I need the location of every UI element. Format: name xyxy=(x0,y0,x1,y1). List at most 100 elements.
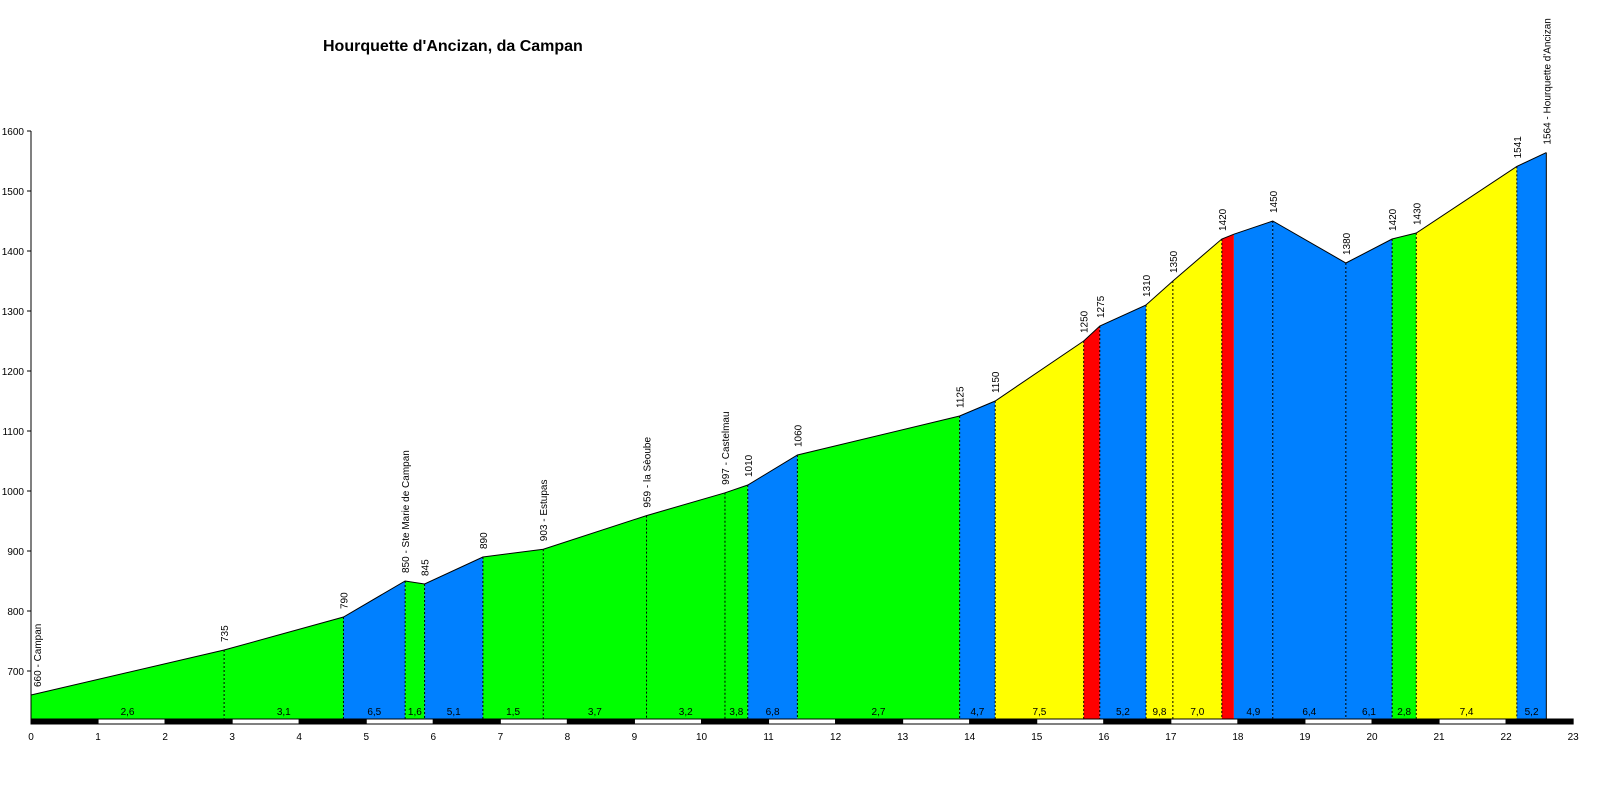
scale-bar-block xyxy=(298,718,367,725)
elevation-label: 1310 xyxy=(1142,274,1153,297)
distance-scale-bar xyxy=(30,718,1574,725)
y-tick-label: 1100 xyxy=(2,427,24,438)
gradient-label: 3,8 xyxy=(729,707,743,718)
gradient-label: 6,4 xyxy=(1302,707,1316,718)
y-tick-label: 1500 xyxy=(2,187,25,198)
profile-segment xyxy=(1099,305,1146,719)
gradient-label: 7,4 xyxy=(1460,707,1474,718)
gradient-label-layer: 2,6 3,1 6,5 1,6 5,1 1,5 3,7 3,2 3,8 6,8 2,7 4,7 7,5 5… xyxy=(121,707,1539,718)
elevation-label: 903 - Estupas xyxy=(539,479,550,541)
scale-bar-block xyxy=(164,718,233,725)
profile-segment xyxy=(797,416,960,719)
gradient-label: 6,1 xyxy=(1362,707,1376,718)
x-tick-label: 23 xyxy=(1568,732,1580,743)
x-tick-label: 7 xyxy=(498,732,504,743)
profile-segment xyxy=(959,401,996,719)
scale-bar-block xyxy=(902,718,971,725)
y-tick-label: 1600 xyxy=(2,127,25,138)
gradient-label: 4,7 xyxy=(970,707,984,718)
x-tick-label: 14 xyxy=(964,732,976,743)
gradient-label: 2,6 xyxy=(121,707,135,718)
elevation-label: 1430 xyxy=(1412,202,1423,225)
elevation-label: 845 xyxy=(421,559,432,576)
profile-segment xyxy=(1392,233,1417,719)
scale-bar-block xyxy=(1170,718,1239,725)
profile-segment xyxy=(1221,234,1234,719)
profile-segment xyxy=(343,581,406,719)
y-tick-label: 900 xyxy=(7,547,24,558)
elevation-label: 1450 xyxy=(1269,190,1280,213)
gradient-label: 2,8 xyxy=(1397,707,1411,718)
scale-bar-block xyxy=(835,718,904,725)
elevation-label: 1380 xyxy=(1342,232,1353,255)
scale-bar-block xyxy=(1237,718,1306,725)
gradient-label: 1,5 xyxy=(506,707,520,718)
gradient-label: 3,2 xyxy=(679,707,693,718)
profile-segment xyxy=(1172,239,1222,719)
y-tick-label: 800 xyxy=(7,607,24,618)
chart-title: Hourquette d'Ancizan, da Campan xyxy=(323,38,583,55)
profile-segment xyxy=(405,581,425,719)
scale-bar-block xyxy=(365,718,434,725)
profile-segment xyxy=(224,617,344,719)
x-tick-label: 4 xyxy=(296,732,302,743)
profile-segment xyxy=(1146,281,1173,719)
elevation-label: 1420 xyxy=(1388,208,1399,231)
x-tick-label: 12 xyxy=(830,732,842,743)
x-tick-label: 17 xyxy=(1165,732,1177,743)
profile-segment xyxy=(31,650,225,719)
profile-outline xyxy=(30,152,1547,696)
scale-bar-block xyxy=(633,718,703,725)
elevation-label: 850 - Ste Marie de Campan xyxy=(401,450,412,573)
segment-divider-layer xyxy=(223,152,1547,719)
x-tick-label: 13 xyxy=(897,732,909,743)
elevation-label: 735 xyxy=(220,625,231,642)
gradient-label: 2,7 xyxy=(872,707,886,718)
gradient-label: 6,5 xyxy=(367,707,381,718)
x-tick-label: 2 xyxy=(162,732,168,743)
y-tick-label: 1200 xyxy=(2,367,25,378)
scale-bar-block xyxy=(1371,718,1440,725)
x-tick-label: 8 xyxy=(565,732,571,743)
y-tick-label: 1300 xyxy=(2,307,25,318)
profile-outline-layer xyxy=(30,152,1547,696)
gradient-label: 6,8 xyxy=(766,707,780,718)
gradient-label: 7,0 xyxy=(1190,707,1204,718)
profile-segment xyxy=(646,492,725,719)
x-tick-label: 19 xyxy=(1299,732,1311,743)
elevation-label: 997 - Castelmau xyxy=(721,411,732,484)
gradient-label: 3,7 xyxy=(588,707,602,718)
profile-segment xyxy=(995,341,1084,719)
elevation-label: 1564 - Hourquette d'Ancizan xyxy=(1542,18,1553,144)
x-tick-label: 0 xyxy=(28,732,34,743)
gradient-label: 5,1 xyxy=(447,707,461,718)
x-tick-label: 3 xyxy=(229,732,235,743)
elevation-label: 790 xyxy=(339,592,350,609)
scale-bar-block xyxy=(1438,718,1507,725)
y-tick-label: 1400 xyxy=(2,247,25,258)
gradient-label: 7,5 xyxy=(1032,707,1046,718)
x-tick-label: 16 xyxy=(1098,732,1110,743)
x-axis-ticks: 0 1 2 3 4 5 6 7 8 9 10 11 12 13 14 15 16 17 18 19 20 21 22 23 xyxy=(28,732,1579,743)
elevation-label: 1250 xyxy=(1080,310,1091,333)
scale-bar-block xyxy=(499,718,568,725)
elevation-label: 1420 xyxy=(1218,208,1229,231)
elevation-label: 890 xyxy=(479,532,490,549)
profile-segment xyxy=(543,515,647,719)
profile-segment xyxy=(1416,166,1517,719)
scale-bar-block xyxy=(30,718,99,725)
elevation-label: 1150 xyxy=(991,371,1002,393)
y-tick-label: 1000 xyxy=(2,487,25,498)
profile-segment xyxy=(1233,221,1273,719)
scale-bar-block xyxy=(231,718,300,725)
scale-bar-block xyxy=(1036,718,1105,725)
profile-segment xyxy=(424,557,483,719)
x-tick-label: 21 xyxy=(1433,732,1445,743)
x-tick-label: 11 xyxy=(763,732,774,743)
elevation-label: 959 - la Sèoube xyxy=(643,437,654,508)
scale-bar-block xyxy=(1505,718,1574,725)
scale-bar-block xyxy=(701,718,770,725)
scale-bar-block xyxy=(768,718,837,725)
y-tick-label: 700 xyxy=(7,667,24,678)
